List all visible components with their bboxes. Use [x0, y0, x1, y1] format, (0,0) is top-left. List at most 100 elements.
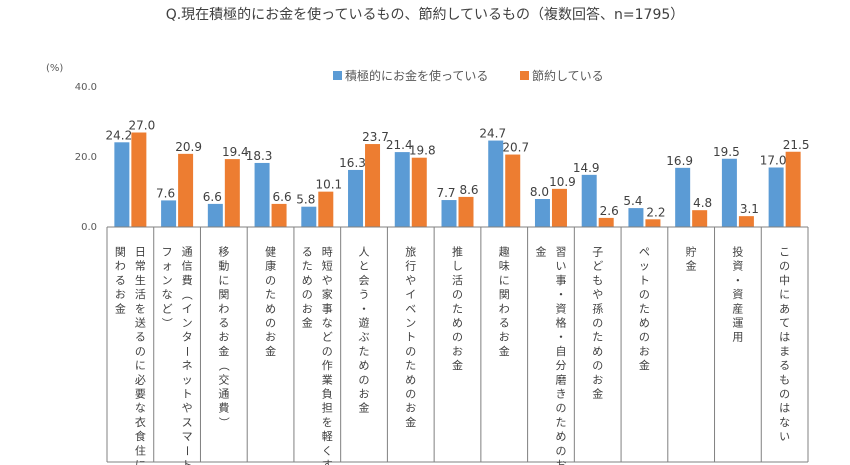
data-label-active: 16.3: [339, 156, 366, 170]
category-char: の: [555, 402, 566, 415]
category-char: も: [592, 274, 603, 287]
category-char: や: [405, 274, 416, 287]
data-label-active: 7.6: [156, 186, 175, 200]
bar-active: [768, 167, 784, 227]
category-char: お: [555, 459, 566, 465]
category-char: な: [162, 288, 173, 301]
category-char: 金: [302, 316, 313, 330]
bar-active: [161, 200, 177, 227]
category-char: ン: [405, 317, 416, 330]
category-char: ぶ: [359, 331, 370, 344]
category-char: 金: [452, 358, 463, 372]
category-char: 要: [135, 388, 146, 401]
category-char: 活: [452, 274, 463, 287]
bar-active: [301, 206, 317, 227]
category-char: る: [218, 317, 229, 330]
bar-saving: [738, 216, 754, 227]
category-char: の: [592, 359, 603, 372]
bar-saving: [178, 153, 194, 227]
category-char: ど: [162, 302, 173, 315]
category-char: 費: [218, 401, 229, 415]
bar-saving: [131, 132, 147, 227]
category-char: ト: [182, 459, 193, 465]
data-label-saving: 23.7: [362, 130, 389, 144]
category-char: 移: [218, 246, 229, 259]
bar-saving: [551, 188, 567, 227]
category-char: の: [555, 444, 566, 457]
bar-saving: [785, 151, 801, 227]
bar-saving: [365, 144, 381, 227]
y-tick-label: 20.0: [75, 152, 97, 163]
category-char: 行: [405, 260, 416, 273]
category-char: た: [555, 416, 566, 429]
y-tick-label: 40.0: [75, 82, 97, 93]
category-char: ベ: [405, 302, 416, 315]
category-char: 趣: [499, 245, 510, 259]
data-label-saving: 21.5: [783, 138, 810, 152]
category-char: 負: [322, 388, 333, 401]
category-char: 日: [135, 246, 146, 259]
data-label-active: 17.0: [760, 154, 787, 168]
category-char: め: [302, 274, 313, 287]
category-char: 会: [359, 274, 370, 287]
category-char: 住: [135, 443, 146, 457]
category-char: 担: [322, 401, 333, 415]
category-char: を: [322, 416, 333, 429]
data-label-saving: 2.6: [600, 204, 619, 218]
category-char: る: [135, 331, 146, 344]
category-char: 送: [135, 316, 146, 330]
category-char: 旅: [405, 245, 416, 259]
category-char: ・: [555, 331, 566, 344]
category-char: お: [499, 331, 510, 344]
bar-saving: [645, 219, 661, 227]
category-char: 投: [732, 245, 743, 259]
category-char: 貯: [686, 246, 697, 259]
bar-active: [254, 162, 270, 227]
category-char: 金: [639, 358, 650, 372]
category-char: の: [779, 388, 790, 401]
legend: 積極的にお金を使っている 節約している: [333, 68, 604, 83]
bar-active: [207, 203, 223, 227]
category-char: 必: [135, 373, 146, 386]
category-char: に: [135, 359, 146, 372]
data-label-active: 5.4: [623, 194, 642, 208]
category-char: 用: [732, 331, 743, 344]
data-label-active: 6.6: [203, 190, 222, 204]
category-char: に: [779, 288, 790, 301]
category-char: め: [452, 317, 463, 330]
category-char: 自: [555, 345, 566, 358]
category-char: 軽: [322, 430, 333, 443]
data-label-active: 5.8: [296, 193, 315, 207]
category-char: お: [265, 331, 276, 344]
category-char: 活: [135, 288, 146, 301]
bar-active: [348, 169, 364, 227]
category-char: る: [499, 317, 510, 330]
bar-saving: [598, 217, 614, 227]
category-char: の: [135, 345, 146, 358]
category-char: や: [322, 274, 333, 287]
category-char: 金: [405, 415, 416, 429]
category-char: に: [218, 274, 229, 287]
category-char: 遊: [359, 316, 370, 330]
data-label-saving: 8.6: [459, 183, 478, 197]
category-char: 金: [359, 401, 370, 415]
category-char: わ: [115, 260, 126, 273]
category-char: 推: [452, 245, 463, 259]
category-char: 産: [732, 302, 743, 315]
category-char: 事: [555, 274, 566, 287]
legend-label-active: 積極的にお金を使っている: [345, 68, 488, 83]
category-char: 費: [182, 273, 193, 287]
category-char: 通: [218, 388, 229, 401]
category-char: 通: [182, 246, 193, 259]
category-char: な: [135, 402, 146, 415]
category-char: い: [779, 430, 790, 443]
category-char: マ: [182, 430, 193, 443]
category-char: 健: [265, 246, 276, 259]
category-char: イ: [405, 288, 416, 301]
category-char: る: [115, 274, 126, 287]
bars: [114, 132, 801, 227]
